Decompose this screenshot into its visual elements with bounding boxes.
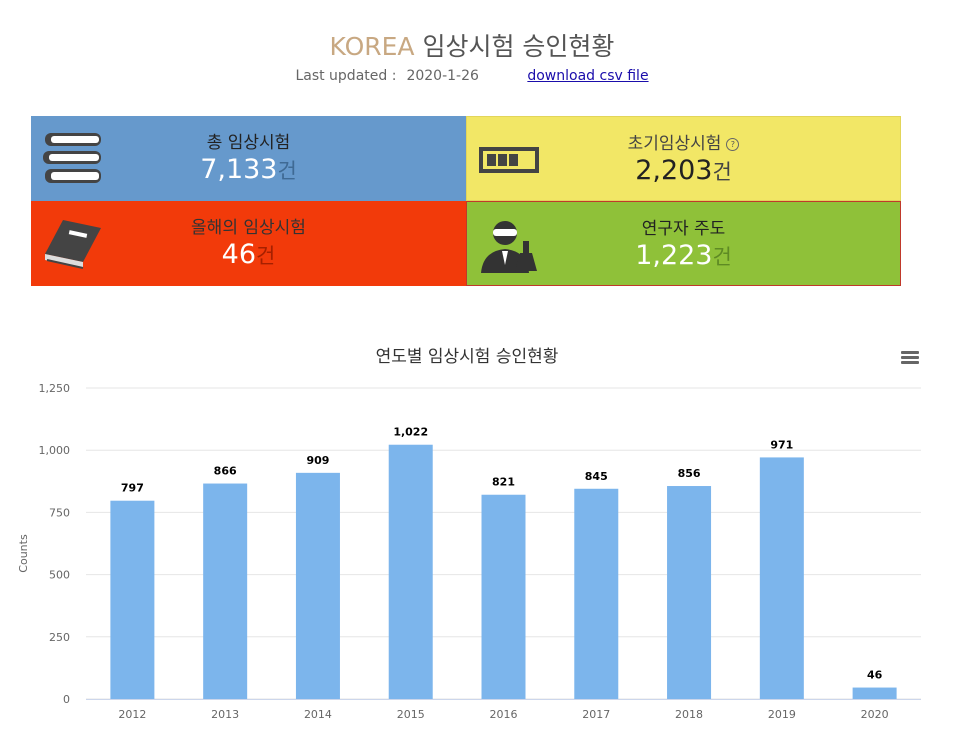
stat-unit-early: 건 — [712, 160, 732, 184]
x-tick-label: 2012 — [118, 708, 146, 721]
y-axis-label: Counts — [17, 534, 30, 573]
data-label-2019: 971 — [770, 438, 793, 451]
stat-unit-investigator: 건 — [712, 245, 732, 269]
x-tick-label: 2019 — [768, 708, 796, 721]
stat-value-early: 2,203건 — [467, 155, 900, 186]
stat-number-early: 2,203 — [635, 155, 713, 186]
stat-unit-this-year: 건 — [256, 244, 276, 268]
y-tick-label: 250 — [49, 631, 70, 644]
download-csv-link[interactable]: download csv file — [527, 68, 649, 84]
stat-value-investigator: 1,223건 — [467, 240, 900, 271]
stats-panel: 총 임상시험 7,133건 초기임상시험? 2,203건 올해의 임상시험 46… — [31, 116, 901, 286]
stat-tile-investigator: 연구자 주도 1,223건 — [466, 201, 901, 286]
title-text: 임상시험 승인현황 — [422, 32, 615, 61]
stat-unit-total: 건 — [277, 159, 297, 183]
stat-value-total: 7,133건 — [31, 154, 466, 185]
y-tick-label: 750 — [49, 506, 70, 519]
bar-2018 — [667, 486, 712, 699]
brand-label: KOREA — [329, 32, 415, 61]
stat-tile-total: 총 임상시험 7,133건 — [31, 116, 466, 201]
data-label-2014: 909 — [306, 454, 329, 467]
battery-icon — [479, 147, 539, 173]
y-tick-label: 500 — [49, 569, 70, 582]
bar-2014 — [295, 472, 340, 699]
books-stack-icon — [43, 133, 101, 183]
page-title: KOREA 임상시험 승인현황 — [0, 30, 944, 64]
data-label-2012: 797 — [121, 482, 144, 495]
bar-2015 — [388, 444, 433, 699]
update-line: Last updated : 2020-1-26 download csv fil… — [0, 68, 944, 84]
data-label-2013: 866 — [214, 465, 237, 478]
stat-value-this-year: 46건 — [31, 239, 466, 270]
hamburger-menu-icon[interactable] — [901, 351, 919, 365]
y-tick-label: 0 — [63, 693, 70, 706]
data-label-2018: 856 — [678, 467, 701, 480]
y-tick-label: 1,250 — [39, 382, 71, 395]
header: KOREA 임상시험 승인현황 Last updated : 2020-1-26 … — [0, 30, 944, 84]
bar-2019 — [759, 457, 804, 699]
stat-label-early-text: 초기임상시험 — [627, 134, 722, 154]
bar-2016 — [481, 494, 526, 699]
y-tick-label: 1,000 — [39, 444, 71, 457]
updated-value: 2020-1-26 — [406, 68, 479, 84]
book-icon — [45, 220, 101, 269]
stat-number-this-year: 46 — [221, 239, 257, 270]
stat-label-investigator: 연구자 주도 — [641, 219, 726, 239]
stat-number-investigator: 1,223 — [635, 240, 713, 271]
x-tick-label: 2018 — [675, 708, 703, 721]
stat-tile-this-year: 올해의 임상시험 46건 — [31, 201, 466, 286]
data-label-2016: 821 — [492, 476, 515, 489]
x-tick-label: 2013 — [211, 708, 239, 721]
stat-label-early: 초기임상시험? — [467, 129, 900, 154]
updated-label: Last updated : — [295, 68, 397, 84]
help-icon[interactable]: ? — [726, 138, 740, 151]
bar-2012 — [110, 500, 155, 699]
stat-label-this-year: 올해의 임상시험 — [191, 218, 306, 238]
stat-label-total: 총 임상시험 — [206, 133, 291, 153]
scientist-icon — [481, 221, 537, 273]
bar-2020 — [852, 687, 897, 699]
x-tick-label: 2020 — [861, 708, 889, 721]
data-label-2015: 1,022 — [393, 426, 428, 439]
x-tick-label: 2014 — [304, 708, 332, 721]
x-tick-label: 2015 — [397, 708, 425, 721]
chart-title: 연도별 임상시험 승인현황 — [375, 347, 559, 367]
stat-number-total: 7,133 — [200, 154, 278, 185]
data-label-2020: 46 — [867, 669, 883, 682]
x-tick-label: 2017 — [582, 708, 610, 721]
bar-2013 — [203, 483, 248, 699]
x-tick-label: 2016 — [490, 708, 518, 721]
data-label-2017: 845 — [585, 470, 608, 483]
stat-tile-early: 초기임상시험? 2,203건 — [466, 116, 901, 201]
bar-2017 — [574, 488, 619, 699]
